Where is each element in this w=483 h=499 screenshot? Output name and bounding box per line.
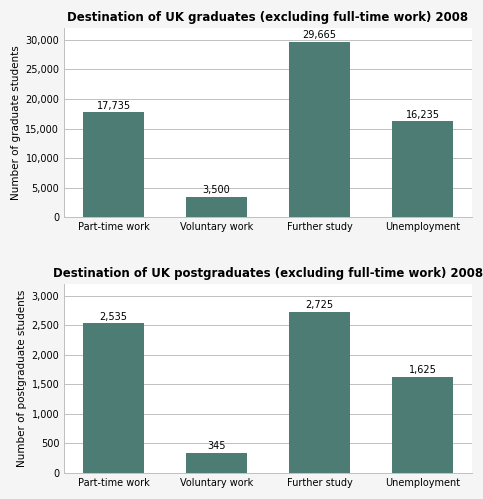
Bar	[83, 323, 144, 473]
Title: Destination of UK postgraduates (excluding full-time work) 2008: Destination of UK postgraduates (excludi…	[53, 267, 483, 280]
Text: 345: 345	[207, 441, 226, 451]
Bar	[83, 112, 144, 217]
Text: 2,535: 2,535	[99, 311, 128, 322]
Title: Destination of UK graduates (excluding full-time work) 2008: Destination of UK graduates (excluding f…	[68, 11, 469, 24]
Text: 16,235: 16,235	[405, 110, 440, 120]
Text: 17,735: 17,735	[97, 101, 130, 111]
Text: 1,625: 1,625	[409, 365, 437, 375]
Text: 29,665: 29,665	[302, 30, 337, 40]
Y-axis label: Number of graduate students: Number of graduate students	[11, 45, 21, 200]
Bar	[392, 121, 454, 217]
Bar	[185, 197, 247, 217]
Text: 2,725: 2,725	[305, 300, 334, 310]
Bar	[289, 42, 350, 217]
Bar	[392, 377, 454, 473]
Bar	[289, 312, 350, 473]
Bar	[185, 453, 247, 473]
Text: 3,500: 3,500	[203, 185, 230, 195]
Y-axis label: Number of postgraduate students: Number of postgraduate students	[17, 290, 27, 467]
